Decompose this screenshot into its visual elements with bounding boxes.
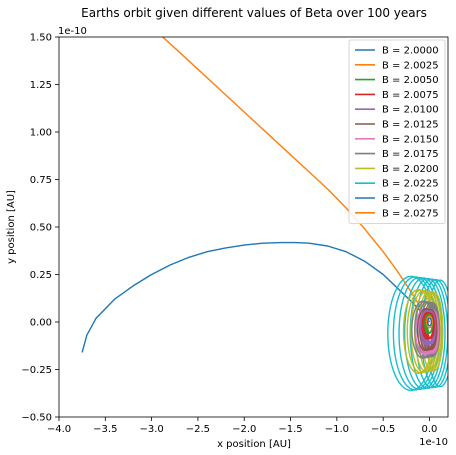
x-tick-label: −3.5	[93, 424, 117, 435]
plot-series	[81, 37, 448, 392]
series-20025	[426, 315, 433, 329]
y-tick-label: 1.25	[30, 80, 52, 91]
legend-entry: B = 2.0050	[382, 75, 439, 86]
x-tick-label: 0.0	[422, 424, 438, 435]
legend-entry: B = 2.0200	[382, 164, 439, 175]
legend-entry: B = 2.0075	[382, 90, 439, 101]
series-20250	[81, 241, 431, 353]
x-scale-label: 1e-10	[419, 437, 448, 448]
series-20000	[426, 317, 433, 327]
y-scale-label: 1e-10	[58, 26, 87, 37]
y-tick-label: 1.50	[30, 33, 52, 44]
chart-title: Earths orbit given different values of B…	[81, 6, 427, 20]
y-tick-label: 0.50	[30, 223, 52, 234]
series-20075	[421, 311, 435, 340]
y-tick-label: −0.25	[21, 365, 52, 376]
y-tick-label: 1.00	[30, 128, 52, 139]
legend-entry: B = 2.0250	[382, 194, 439, 205]
legend-entry: B = 2.0100	[382, 105, 439, 116]
x-tick-label: −4.0	[47, 424, 71, 435]
x-tick-label: −1.0	[325, 424, 349, 435]
x-axis-label: x position [AU]	[217, 439, 291, 450]
y-tick-label: 0.75	[30, 175, 52, 186]
legend-entry: B = 2.0150	[382, 134, 439, 145]
legend-entry: B = 2.0125	[382, 120, 439, 131]
x-tick-label: −1.5	[278, 424, 302, 435]
legend-box	[348, 39, 446, 225]
y-tick-label: 0.00	[30, 318, 52, 329]
y-axis: −0.50 −0.25 0.00 0.25 0.50 0.75 1.00 1.25 1.50	[21, 33, 59, 424]
legend-entry: B = 2.0275	[382, 208, 439, 219]
x-tick-label: −3.0	[139, 424, 163, 435]
legend-entry: B = 2.0000	[382, 46, 439, 57]
legend: B = 2.0000 B = 2.0025 B = 2.0050 B = 2.0075…	[348, 39, 446, 225]
legend-entry: B = 2.0025	[382, 60, 439, 71]
y-tick-label: −0.50	[21, 413, 52, 424]
legend-entry: B = 2.0175	[382, 149, 439, 160]
x-tick-label: −2.0	[232, 424, 256, 435]
y-tick-label: 0.25	[30, 270, 52, 281]
x-tick-label: −2.5	[186, 424, 210, 435]
y-axis-label: y position [AU]	[6, 190, 17, 264]
legend-entry: B = 2.0225	[382, 179, 439, 190]
x-axis: −4.0 −3.5 −3.0 −2.5 −2.0 −1.5 −1.0 −0.5 0.0	[47, 417, 438, 435]
x-tick-label: −0.5	[371, 424, 395, 435]
